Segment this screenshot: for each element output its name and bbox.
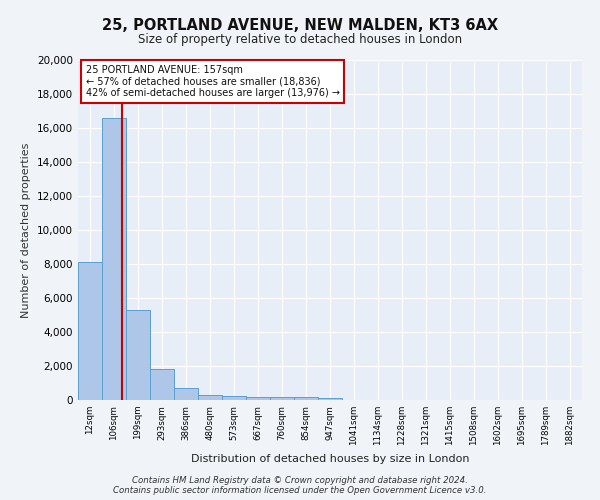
Bar bbox=[222, 396, 246, 400]
Text: 25, PORTLAND AVENUE, NEW MALDEN, KT3 6AX: 25, PORTLAND AVENUE, NEW MALDEN, KT3 6AX bbox=[102, 18, 498, 32]
Bar bbox=[246, 396, 270, 400]
Bar bbox=[270, 397, 294, 400]
Bar bbox=[174, 388, 198, 400]
Bar bbox=[102, 118, 126, 400]
Bar bbox=[294, 398, 318, 400]
Text: 25 PORTLAND AVENUE: 157sqm
← 57% of detached houses are smaller (18,836)
42% of : 25 PORTLAND AVENUE: 157sqm ← 57% of deta… bbox=[86, 65, 340, 98]
Y-axis label: Number of detached properties: Number of detached properties bbox=[22, 142, 31, 318]
Bar bbox=[318, 398, 342, 400]
Text: Size of property relative to detached houses in London: Size of property relative to detached ho… bbox=[138, 32, 462, 46]
X-axis label: Distribution of detached houses by size in London: Distribution of detached houses by size … bbox=[191, 454, 469, 464]
Bar bbox=[78, 262, 102, 400]
Bar bbox=[198, 395, 222, 400]
Text: Contains HM Land Registry data © Crown copyright and database right 2024.
Contai: Contains HM Land Registry data © Crown c… bbox=[113, 476, 487, 495]
Bar bbox=[150, 368, 174, 400]
Bar bbox=[126, 310, 150, 400]
